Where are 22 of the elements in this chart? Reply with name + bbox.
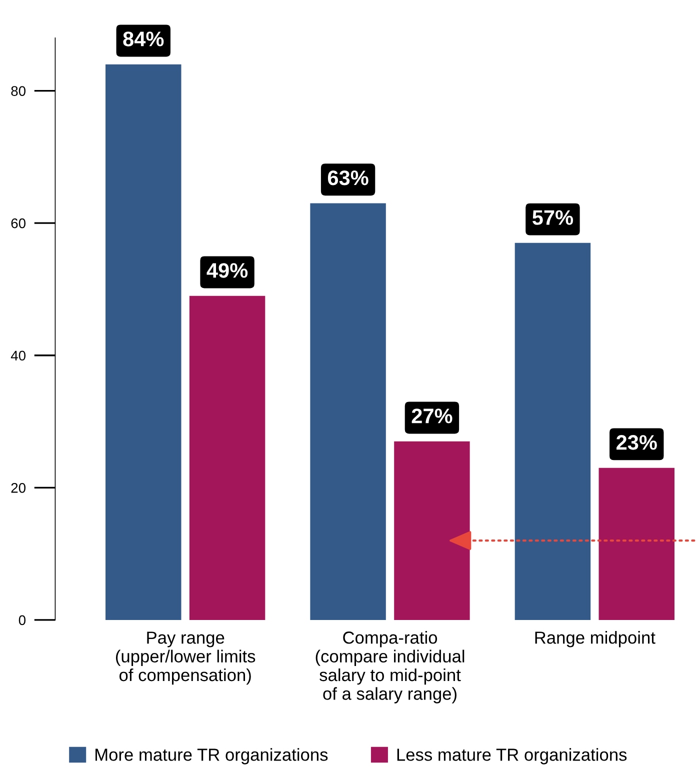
data-label: 23% xyxy=(616,435,657,450)
legend-label: More mature TR organizations xyxy=(96,748,328,764)
x-tick-label: Compa-ratio (compare individual salary to mid-point of a salary range) xyxy=(316,631,464,704)
data-label: 57% xyxy=(532,210,574,225)
y-tick-label: 40 xyxy=(10,350,26,361)
bar xyxy=(394,441,470,620)
bar xyxy=(514,242,591,620)
y-tick-label: 20 xyxy=(11,482,26,493)
y-tick-label: 80 xyxy=(11,86,26,96)
bar xyxy=(598,468,674,620)
x-tick-label: Range midpoint xyxy=(535,631,656,648)
bar xyxy=(310,203,386,620)
data-label: 27% xyxy=(412,408,452,424)
data-label: 49% xyxy=(206,263,248,278)
bar xyxy=(106,64,182,620)
legend-label: Less mature TR organizations xyxy=(397,748,627,764)
y-tick-label: 60 xyxy=(11,218,26,228)
data-label: 63% xyxy=(328,170,368,186)
data-label: 84% xyxy=(123,32,164,46)
bar xyxy=(189,296,266,620)
x-tick-label: Pay range (upper/lower limits of compensation) xyxy=(116,632,256,685)
y-tick-label: 0 xyxy=(18,615,26,626)
